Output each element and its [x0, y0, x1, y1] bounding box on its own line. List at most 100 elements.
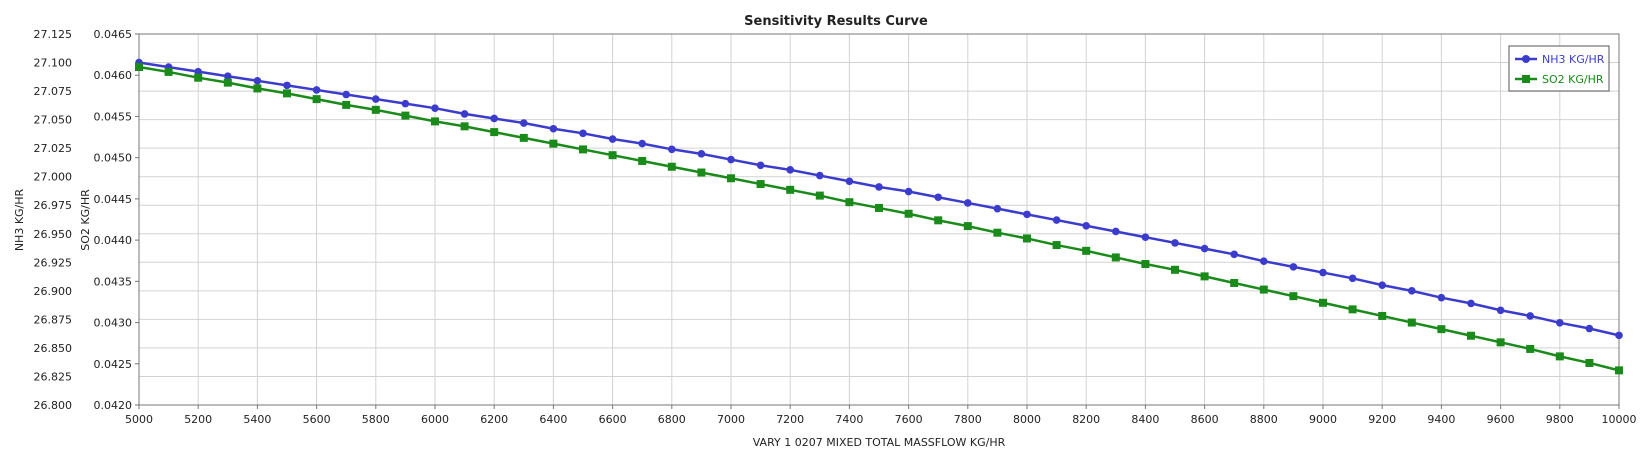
nh3-data-point: [253, 77, 262, 85]
so2-data-point: [342, 100, 351, 109]
so2-data-point: [1319, 298, 1327, 307]
x-tick-label: 8000: [1013, 413, 1041, 426]
so2-tick-label: 0.0465: [94, 28, 133, 41]
so2-data-point: [786, 185, 795, 194]
so2-data-point: [1585, 358, 1594, 367]
x-tick-label: 6800: [658, 413, 686, 426]
so2-data-point: [164, 67, 173, 76]
so2-data-point: [756, 180, 765, 189]
nh3-data-point: [845, 177, 854, 186]
so2-tick-label: 0.0460: [94, 69, 133, 82]
x-tick-label: 5800: [362, 413, 390, 426]
x-axis-ticks: 5000 5200 5400 5600 5800 6000 6200 6400 6600 6800…: [125, 405, 1637, 426]
nh3-data-point: [549, 124, 558, 133]
so2-data-point: [579, 145, 587, 154]
nh3-tick-label: 26.900: [34, 285, 73, 298]
x-tick-label: 8400: [1131, 413, 1159, 426]
so2-data-point: [1555, 352, 1564, 361]
so2-tick-label: 0.0425: [94, 358, 133, 371]
nh3-tick-label: 26.875: [34, 313, 73, 326]
nh3-data-point: [1200, 244, 1209, 253]
chart-title: Sensitivity Results Curve: [744, 14, 928, 29]
so2-data-point: [431, 117, 439, 126]
so2-axis-ticks: 0.0465 0.0460 0.0455 0.0450 0.0445 0.0440 0.04…: [94, 28, 139, 412]
so2-tick-label: 0.0450: [94, 152, 133, 165]
x-axis-label: VARY 1 0207 MIXED TOTAL MASSFLOW KG/HR: [753, 436, 1006, 449]
so2-data-point: [993, 228, 1002, 237]
legend-box: [1508, 45, 1610, 92]
x-tick-label: 5000: [125, 413, 153, 426]
so2-data-point: [1526, 344, 1535, 353]
x-tick-label: 10000: [1602, 413, 1637, 426]
so2-data-point: [727, 174, 735, 183]
nh3-data-point: [934, 193, 942, 202]
legend-marker-so2: [1522, 75, 1530, 83]
so2-data-point: [815, 191, 824, 200]
so2-data-point: [371, 105, 380, 114]
so2-data-point: [1496, 338, 1505, 347]
nh3-tick-label: 27.050: [34, 114, 73, 127]
so2-data-point: [875, 203, 883, 212]
nh3-data-point: [194, 67, 202, 76]
nh3-data-point: [1348, 274, 1357, 283]
so2-data-point: [490, 128, 499, 137]
nh3-tick-label: 26.850: [34, 342, 73, 355]
nh3-data-point: [1171, 239, 1179, 247]
so2-data-point: [283, 89, 291, 98]
nh3-tick-label: 27.025: [34, 142, 73, 155]
so2-data-point: [1111, 253, 1120, 262]
nh3-data-point: [1556, 319, 1564, 327]
x-tick-label: 6600: [599, 413, 627, 426]
so2-data-point: [194, 73, 203, 82]
nh3-data-point: [727, 155, 735, 164]
nh3-data-point: [1526, 312, 1534, 320]
so2-data-point: [519, 133, 528, 142]
x-tick-label: 8600: [1191, 413, 1219, 426]
x-tick-label: 9000: [1309, 413, 1337, 426]
legend-label-so2: SO2 KG/HR: [1542, 73, 1604, 86]
nh3-axis-label: NH3 KG/HR: [13, 188, 26, 251]
legend-marker-nh3: [1522, 55, 1530, 63]
so2-data-point: [845, 198, 854, 207]
x-tick-label: 9200: [1368, 413, 1396, 426]
nh3-tick-label: 26.975: [34, 199, 73, 212]
so2-data-point: [697, 168, 706, 177]
so2-data-point: [1259, 285, 1268, 294]
so2-data-point: [1200, 272, 1209, 281]
nh3-data-point: [1023, 210, 1031, 219]
x-tick-label: 6400: [539, 413, 567, 426]
nh3-data-point: [283, 81, 291, 90]
nh3-data-point: [1615, 331, 1623, 340]
nh3-data-point: [904, 187, 913, 196]
x-tick-label: 7200: [776, 413, 804, 426]
nh3-tick-label: 27.075: [34, 85, 73, 98]
so2-data-point: [1171, 265, 1179, 274]
so2-data-point: [934, 216, 943, 225]
nh3-data-point: [1408, 287, 1416, 295]
x-tick-label: 7400: [835, 413, 863, 426]
so2-tick-label: 0.0430: [94, 317, 133, 330]
so2-data-point: [1230, 278, 1239, 287]
nh3-tick-label: 26.925: [34, 256, 73, 269]
nh3-data-point: [1319, 268, 1327, 277]
nh3-data-point: [342, 90, 351, 99]
nh3-data-point: [490, 114, 499, 123]
series-layer: [135, 58, 1623, 375]
so2-data-point: [253, 84, 262, 93]
nh3-axis-ticks: 27.125 27.100 27.075 27.050 27.025 27.000 26.9…: [34, 28, 73, 412]
legend: NH3 KG/HR SO2 KG/HR: [1508, 45, 1610, 92]
so2-data-point: [1141, 260, 1150, 269]
nh3-data-point: [1082, 221, 1090, 230]
nh3-data-point: [401, 99, 410, 108]
nh3-data-point: [993, 204, 1002, 213]
nh3-data-point: [1141, 233, 1150, 241]
so2-tick-label: 0.0440: [94, 234, 133, 247]
nh3-data-point: [312, 86, 321, 94]
nh3-data-point: [520, 119, 528, 127]
so2-series-line: [138, 65, 1620, 372]
nh3-data-point: [816, 171, 824, 180]
so2-data-point: [1348, 305, 1357, 314]
x-tick-label: 5400: [243, 413, 271, 426]
nh3-tick-label: 27.100: [34, 57, 73, 70]
nh3-tick-label: 26.800: [34, 399, 73, 412]
